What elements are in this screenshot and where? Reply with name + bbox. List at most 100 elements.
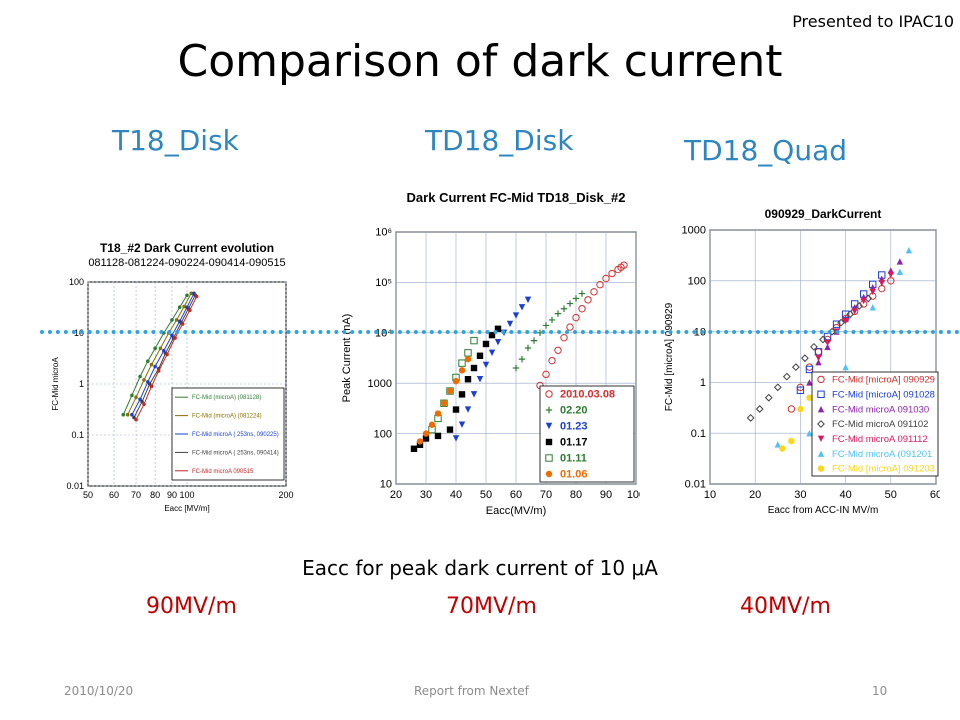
legend-entry: 01.06 [560,469,588,481]
data-point [530,337,538,344]
data-point [446,387,454,395]
data-point [566,300,574,307]
data-point [153,364,157,369]
data-point [458,367,466,374]
x-tick-label: 40 [839,489,851,501]
data-point [869,288,876,296]
data-point [138,374,142,379]
legend-entry: FC-Mid microA 090515 [192,469,254,475]
data-point [824,339,831,347]
chart-td18-quad: 090929_DarkCurrent 10 20 30 40 50 60 0.01 0.1 1 10… [664,207,942,516]
y-tick-label: 0.01 [685,479,706,491]
data-point [524,344,532,352]
legend-entry: 2010.03.08 [560,389,615,401]
data-point [177,305,182,310]
footer-date: 2010/10/20 [64,684,134,698]
data-point [476,352,484,359]
data-point [554,310,562,317]
data-point [787,405,796,413]
legend-entry: FC-Mid [microA] 090929 [832,375,935,386]
x-tick-label: 70 [131,490,141,500]
data-point [173,336,177,340]
series-fc-mid-microa-091201 [774,247,913,448]
data-point [476,376,484,383]
data-point [554,346,562,354]
data-point [130,393,134,398]
data-point [869,283,876,291]
data-point [796,386,805,394]
series-01-17 [410,325,502,452]
data-point [158,346,163,351]
x-axis-label: Eacc [MV/m] [164,504,209,513]
y-tick-label: 100 [69,277,84,287]
reference-line-10uA [40,330,960,334]
data-point [746,414,755,422]
series-fc-mid-microa-091028 [796,271,886,394]
chart-td18-disk: Dark Current FC-Mid TD18_Disk_#2 20 30 40 50… [341,190,645,517]
footer-center: Report from Nextef [414,684,529,698]
data-point [458,359,466,367]
data-point [548,356,556,365]
data-point [452,435,460,442]
data-point [805,365,814,374]
panel-label-t18-disk: T18_Disk [112,124,239,157]
data-point [855,302,864,310]
x-axis-label: Eacc from ACC-IN MV/m [768,505,879,516]
data-point [194,294,199,299]
data-point [494,325,502,333]
data-point [180,322,185,326]
y-tick-label: 100 [374,428,392,440]
data-point [869,304,876,311]
data-point [512,312,520,319]
data-point [806,379,813,386]
data-point [878,279,885,287]
data-point [801,354,809,363]
legend-entry: 01.17 [560,437,588,449]
result-t18-disk: 90MV/m [146,594,237,619]
chart-title: 090929_DarkCurrent [765,207,882,221]
data-point [806,394,813,401]
data-point [416,438,424,445]
data-point [860,297,867,305]
x-tick-label: 10 [704,489,716,501]
series-01-23 [452,296,532,442]
data-point [837,318,845,327]
data-point [488,331,496,339]
data-point [824,343,831,351]
data-point [755,405,764,413]
legend-entry: FC-Mid microA ( 253ns, 090414) [192,450,279,456]
data-point [494,339,502,346]
data-point [188,308,192,312]
data-point [815,354,822,362]
y-tick-label: 0.01 [66,481,84,491]
data-point [422,435,430,442]
series-02-20 [512,290,586,372]
chart-t18-disk: T18_#2 Dark Current evolution 081128-0812… [51,241,294,513]
x-axis-label: Eacc(MV/m) [486,505,547,517]
x-tick-label: 20 [749,489,761,501]
data-point [142,378,146,382]
data-point [620,261,628,269]
data-point [596,281,604,289]
data-point [182,304,186,309]
data-point [887,271,894,279]
data-point [170,333,174,338]
data-point [842,363,849,371]
data-point [572,313,580,322]
legend-entry: FC-Mid microA 091112 [832,434,928,445]
data-point [846,310,855,319]
data-point [518,355,526,363]
data-point [482,361,490,369]
caption: Eacc for peak dark current of 10 μA [302,556,658,580]
data-point [815,358,822,366]
x-tick-label: 90 [600,489,612,501]
y-axis-label: FC-Mid [microA] 090929 [664,302,675,411]
data-point [506,320,514,328]
legend-swatch [817,420,825,428]
data-point [488,349,496,357]
data-point [134,395,138,400]
data-point [452,406,460,413]
x-tick-label: 40 [450,489,462,501]
legend-swatch [817,465,825,472]
data-point [140,399,144,404]
